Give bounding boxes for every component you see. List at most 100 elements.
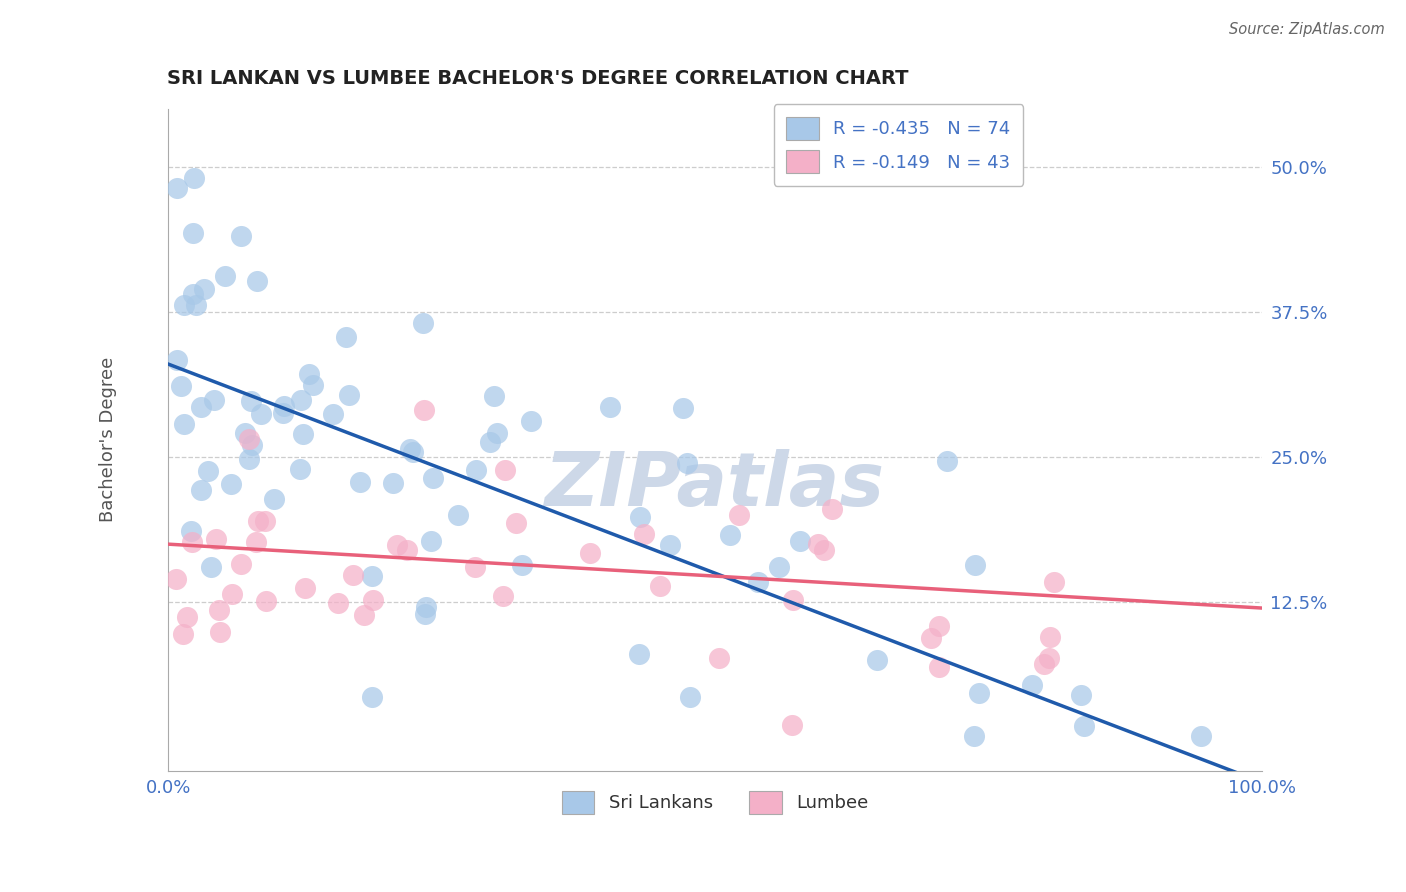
Point [813,543,835,558]
Point [190,483,212,497]
Text: Source: ZipAtlas.com: Source: ZipAtlas.com [1229,22,1385,37]
Point [245,535,267,549]
Point [413,607,436,622]
Point [190,401,212,415]
Point [484,389,506,403]
Text: SRI LANKAN VS LUMBEE BACHELOR'S DEGREE CORRELATION CHART: SRI LANKAN VS LUMBEE BACHELOR'S DEGREE C… [167,69,908,87]
Point [928,619,950,633]
Point [398,442,420,457]
Point [209,624,232,639]
Point [361,593,384,607]
Point [807,537,830,551]
Point [387,538,409,552]
Point [238,452,260,467]
Text: Bachelor's Degree: Bachelor's Degree [100,357,117,522]
Point [173,417,195,432]
Point [628,647,651,661]
Point [176,610,198,624]
Point [193,282,215,296]
Point [184,298,207,312]
Point [183,171,205,186]
Point [208,603,231,617]
Point [628,510,651,524]
Point [292,426,315,441]
Point [672,401,695,416]
Point [229,229,252,244]
Point [254,514,277,528]
Point [247,514,270,528]
Point [180,524,202,538]
Point [578,546,600,560]
Point [747,574,769,589]
Point [820,502,842,516]
Point [202,393,225,408]
Point [1021,678,1043,692]
Point [221,586,243,600]
Point [633,526,655,541]
Point [485,425,508,440]
Point [709,651,731,665]
Point [197,464,219,478]
Point [231,557,253,571]
Point [381,476,404,491]
Text: ZIPatlas: ZIPatlas [546,450,886,523]
Point [349,475,371,489]
Point [658,539,681,553]
Point [965,558,987,572]
Point [718,528,741,542]
Point [239,393,262,408]
Point [166,352,188,367]
Point [273,399,295,413]
Point [233,425,256,440]
Point [249,407,271,421]
Point [1043,575,1066,590]
Point [263,492,285,507]
Point [238,433,260,447]
Point [166,181,188,195]
Point [180,534,202,549]
Point [519,414,541,428]
Point [415,600,437,615]
Point [245,274,267,288]
Point [465,463,488,477]
Point [928,660,950,674]
Point [768,560,790,574]
Point [254,594,277,608]
Point [1033,657,1056,671]
Point [271,406,294,420]
Point [494,463,516,477]
Point [322,407,344,421]
Point [728,508,751,522]
Point [936,454,959,468]
Point [172,627,194,641]
Point [170,379,193,393]
Point [402,444,425,458]
Point [214,269,236,284]
Point [789,533,811,548]
Point [420,533,443,548]
Point [1189,729,1212,743]
Point [478,435,501,450]
Point [360,690,382,704]
Point [361,569,384,583]
Point [1038,651,1060,665]
Point [240,438,263,452]
Point [294,581,316,595]
Point [422,471,444,485]
Point [337,387,360,401]
Point [353,607,375,622]
Point [288,462,311,476]
Point [219,477,242,491]
Point [675,456,697,470]
Point [342,567,364,582]
Point [782,718,804,732]
Point [962,729,984,743]
Point [173,298,195,312]
Point [200,560,222,574]
Point [165,572,187,586]
Point [1073,719,1095,733]
Legend: Sri Lankans, Lumbee: Sri Lankans, Lumbee [555,783,876,822]
Point [326,596,349,610]
Point [599,400,621,414]
Point [866,653,889,667]
